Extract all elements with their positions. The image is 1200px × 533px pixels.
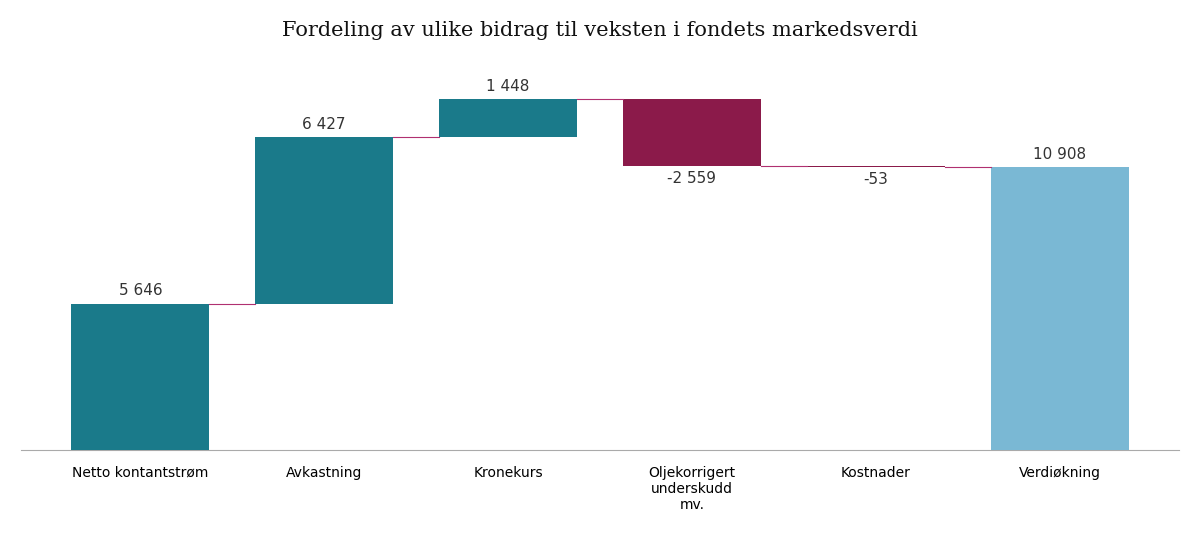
Text: 10 908: 10 908 <box>1033 147 1086 162</box>
Bar <box>256 137 394 304</box>
Bar <box>623 99 761 166</box>
Title: Fordeling av ulike bidrag til veksten i fondets markedsverdi: Fordeling av ulike bidrag til veksten i … <box>282 21 918 40</box>
Text: -53: -53 <box>863 172 888 187</box>
Bar <box>806 166 944 167</box>
Bar <box>71 304 209 450</box>
Bar <box>991 167 1129 450</box>
Text: 6 427: 6 427 <box>302 117 346 132</box>
Text: 5 646: 5 646 <box>119 284 162 298</box>
Bar <box>439 99 577 137</box>
Text: 1 448: 1 448 <box>486 79 529 94</box>
Text: -2 559: -2 559 <box>667 171 716 186</box>
